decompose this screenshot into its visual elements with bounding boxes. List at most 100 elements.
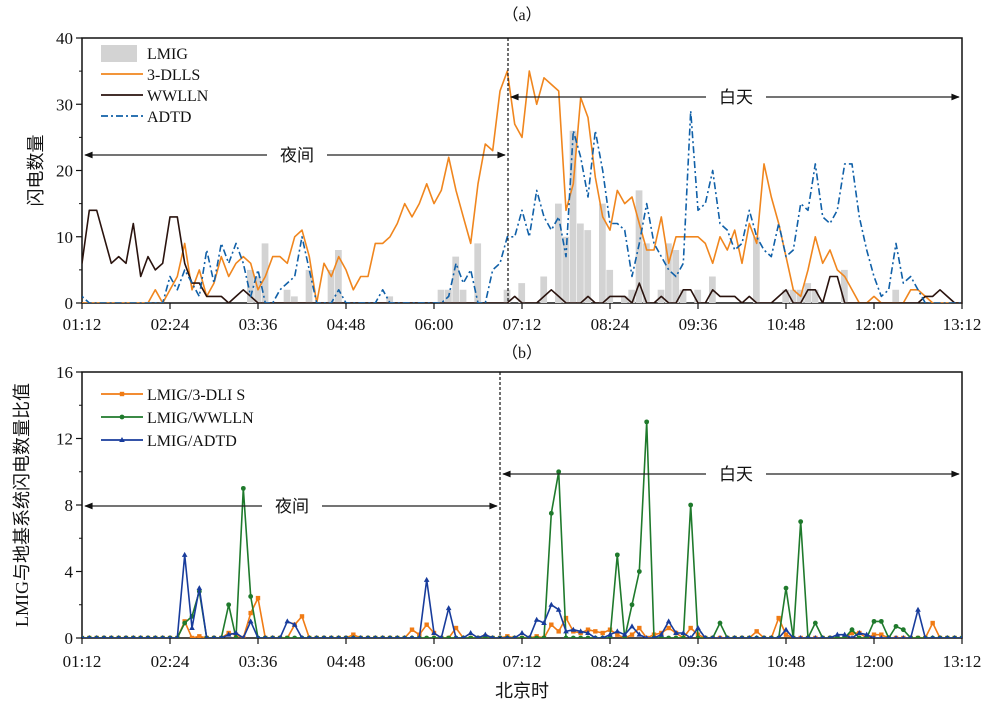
marker-lmig-adtd: [879, 635, 884, 638]
bar-lmig: [599, 203, 606, 303]
marker-lmig-adtd: [769, 635, 774, 638]
x-tick-label: 01:12: [63, 315, 102, 334]
y-tick-label: 30: [56, 95, 73, 114]
marker-lmig-adtd: [555, 606, 562, 612]
marker-lmig-adtd: [541, 620, 547, 626]
marker-lmig-adtd: [498, 635, 502, 638]
marker-lmig-wwlln: [182, 620, 188, 626]
marker-lmig-wwlln: [636, 569, 642, 574]
night-label: 夜间: [280, 146, 314, 165]
legend: LMIG/3-DLI S LMIG/WWLLN LMIG/ADTD: [101, 387, 254, 450]
bar-lmig: [327, 269, 335, 303]
marker-lmig-adtd: [461, 635, 466, 638]
marker-lmig-adtd: [783, 626, 789, 632]
x-tick-label: 08:24: [591, 652, 630, 671]
x-tick-label: 03:36: [239, 652, 278, 671]
marker-lmig-adtd: [665, 618, 672, 624]
marker-lmig-adtd: [116, 635, 121, 638]
marker-lmig-adtd: [872, 635, 876, 638]
marker-lmig-adtd: [344, 635, 348, 638]
marker-lmig-adtd: [410, 635, 414, 638]
marker-lmig-adtd: [160, 635, 165, 638]
marker-lmig-adtd: [856, 630, 863, 636]
marker-lmig-3-dli-s: [299, 614, 305, 619]
marker-lmig-wwlln: [446, 635, 452, 638]
marker-lmig-wwlln: [856, 635, 862, 638]
marker-lmig-adtd: [621, 631, 628, 637]
bar-lmig: [305, 269, 313, 303]
marker-lmig-adtd: [703, 635, 708, 638]
marker-lmig-adtd: [563, 628, 569, 634]
marker-lmig-adtd: [834, 631, 841, 637]
y-tick-label: 0: [65, 629, 74, 648]
marker-lmig-adtd: [629, 623, 635, 629]
bar-lmig: [503, 289, 511, 303]
x-tick-label: 12:00: [855, 315, 894, 334]
marker-lmig-adtd: [813, 635, 818, 638]
marker-lmig-wwlln: [680, 635, 686, 638]
marker-lmig-adtd: [863, 631, 870, 637]
marker-lmig-adtd: [585, 630, 591, 636]
marker-lmig-wwlln: [666, 635, 672, 638]
line-adtd: [82, 110, 962, 303]
marker-lmig-wwlln: [878, 618, 884, 624]
marker-lmig-wwlln: [717, 620, 723, 626]
bar-lmig: [555, 203, 562, 303]
marker-lmig-adtd: [168, 635, 172, 638]
marker-lmig-3-dli-s: [593, 629, 598, 634]
marker-lmig-adtd: [247, 618, 254, 624]
marker-lmig-adtd: [270, 635, 275, 638]
marker-lmig-adtd: [102, 635, 106, 638]
marker-lmig-adtd: [82, 635, 84, 638]
bar-lmig: [247, 269, 254, 303]
marker-lmig-adtd: [263, 635, 268, 638]
marker-lmig-adtd: [776, 635, 781, 638]
legend-label-lmig-wwlln: LMIG/WWLLN: [147, 410, 254, 427]
x-tick-label: 04:48: [327, 652, 366, 671]
bar-lmig: [679, 289, 687, 303]
marker-lmig-wwlln: [629, 602, 635, 608]
marker-lmig-adtd: [570, 626, 577, 632]
marker-lmig-adtd: [740, 635, 744, 638]
marker-lmig-adtd: [886, 635, 891, 638]
marker-lmig-3-dli-s: [783, 632, 789, 637]
x-tick-label: 09:36: [679, 315, 718, 334]
marker-lmig-adtd: [828, 635, 832, 638]
marker-lmig-wwlln: [695, 635, 701, 638]
marker-lmig-adtd: [300, 635, 304, 638]
marker-lmig-wwlln: [248, 594, 254, 599]
marker-lmig-wwlln: [849, 627, 855, 633]
marker-lmig-adtd: [314, 635, 319, 638]
y-tick-label: 4: [65, 563, 74, 582]
marker-lmig-wwlln: [644, 419, 650, 425]
marker-lmig-adtd: [593, 635, 598, 638]
day-label: 白天: [719, 465, 753, 484]
marker-lmig-adtd: [695, 625, 701, 631]
x-tick-label: 07:12: [503, 652, 542, 671]
marker-lmig-adtd: [490, 635, 495, 638]
bar-lmig: [562, 236, 570, 303]
marker-lmig-adtd: [614, 628, 621, 634]
marker-lmig-3-dli-s: [409, 627, 415, 632]
bar-lmig: [261, 243, 269, 303]
marker-lmig-3-dli-s: [879, 632, 884, 637]
marker-lmig-adtd: [747, 635, 752, 638]
marker-lmig-3-dli-s: [754, 629, 759, 634]
night-label: 夜间: [275, 497, 309, 516]
legend-marker: [119, 391, 125, 397]
bar-lmig: [628, 289, 636, 303]
x-tick-label: 10:48: [767, 315, 806, 334]
marker-lmig-adtd: [548, 601, 555, 607]
marker-lmig-adtd: [923, 635, 928, 638]
marker-lmig-adtd: [329, 635, 334, 638]
marker-lmig-adtd: [138, 635, 143, 638]
legend-label-lmig-3-dli-s: LMIG/3-DLI S: [147, 387, 245, 404]
marker-lmig-adtd: [952, 635, 957, 638]
marker-lmig-adtd: [189, 625, 195, 631]
y-axis-label: 闪电数量: [26, 135, 46, 207]
marker-lmig-wwlln: [798, 519, 804, 525]
bar-lmig: [694, 289, 702, 303]
marker-lmig-3-dli-s: [453, 625, 459, 631]
bar-lmig: [606, 269, 614, 303]
